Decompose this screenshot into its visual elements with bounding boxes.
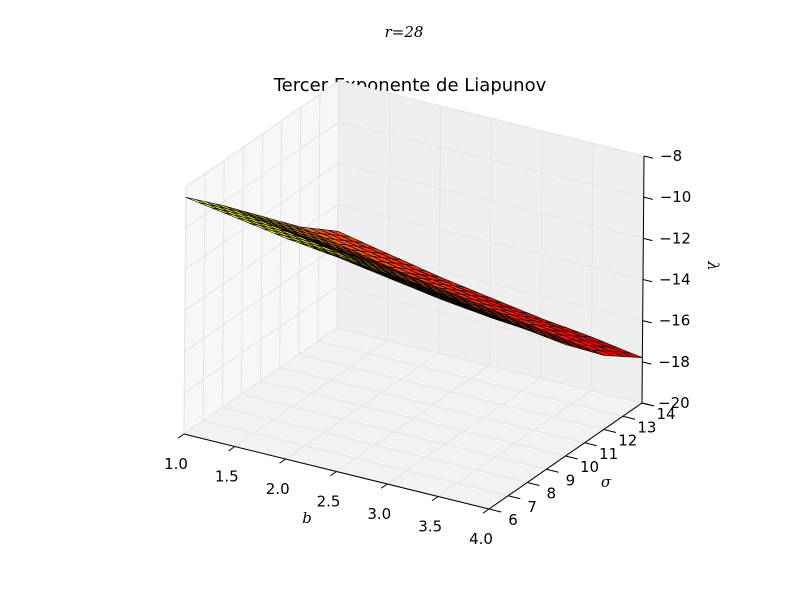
gridline-z-back [336, 327, 643, 404]
surface-facet [477, 312, 501, 321]
axes-panes [182, 80, 645, 510]
gridline-y-floor [279, 367, 585, 444]
y-tick-label: 6 [508, 511, 518, 529]
gridline-y-floor [298, 353, 604, 431]
y-tick [488, 508, 502, 513]
z-tick [642, 279, 653, 283]
figure-suptitle: r=28 [385, 23, 424, 41]
axes-gridlines [183, 80, 645, 510]
z-tick [642, 361, 652, 365]
gridline-z-back [338, 80, 645, 157]
z-tick [643, 155, 654, 159]
z-tick [641, 402, 652, 406]
y-tick [508, 495, 521, 500]
y-tick-label: 11 [599, 445, 618, 463]
z-tick [642, 320, 652, 324]
gridline-z-left [183, 286, 338, 394]
gridline-z-left [184, 204, 339, 311]
gridline-y-floor [260, 380, 566, 457]
gridline-z-left [185, 121, 340, 229]
y-tick-label: 13 [637, 418, 656, 436]
x-tick-label: 1.0 [164, 455, 188, 473]
y-tick [622, 415, 636, 420]
z-tick-label: −8 [660, 147, 682, 165]
chart-title: Tercer Exponente de Liapunov [273, 75, 547, 96]
gridline-z-back [338, 121, 644, 198]
z-tick-label: −20 [658, 394, 690, 412]
gridline-y-floor [202, 420, 509, 497]
z-tick [643, 196, 653, 200]
y-tick [546, 468, 559, 473]
x-tick [177, 433, 185, 439]
y-tick [565, 455, 578, 460]
z-tick-label: −10 [660, 188, 692, 206]
z-tick-label: −14 [659, 271, 691, 289]
z-axis-label: λ [704, 260, 722, 271]
z-tick-label: −12 [659, 229, 691, 247]
gridline-z-left [184, 245, 339, 353]
x-tick-label: 1.5 [215, 468, 239, 486]
gridline-y-floor [222, 406, 528, 484]
gridline-z-left [183, 327, 338, 435]
x-tick-label: 3.0 [367, 505, 391, 523]
y-tick-label: 9 [566, 471, 576, 489]
x-tick [431, 496, 439, 502]
y-tick-label: 14 [656, 405, 675, 423]
x-tick [482, 508, 490, 514]
y-tick [527, 482, 540, 486]
gridline-z-back [338, 162, 644, 239]
gridline-y-floor [317, 340, 624, 417]
z-tick-label: −18 [658, 353, 690, 371]
x-tick [279, 458, 286, 464]
x-tick-label: 2.5 [317, 493, 341, 511]
y-tick-label: 8 [547, 485, 557, 503]
gridline-y-floor [241, 393, 547, 470]
y-tick [584, 442, 597, 447]
x-axis-label: b [302, 509, 312, 527]
y-tick-label: 12 [618, 432, 637, 450]
z-tick [643, 237, 653, 242]
x-tick-label: 3.5 [418, 518, 442, 536]
gridline-z-back [337, 203, 644, 281]
surface-mesh [185, 197, 643, 358]
x-tick-label: 2.0 [266, 480, 290, 498]
y-tick-label: 7 [527, 498, 537, 516]
z-tick-label: −16 [659, 312, 691, 330]
y-tick-label: 10 [580, 458, 599, 476]
y-tick [603, 429, 617, 433]
x-tick-label: 4.0 [469, 530, 493, 548]
x-tick [380, 483, 388, 489]
y-axis-label: σ [601, 473, 612, 491]
x-tick [330, 471, 337, 477]
x-tick [228, 446, 236, 452]
gridline-z-left [185, 80, 340, 188]
